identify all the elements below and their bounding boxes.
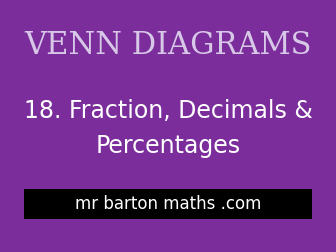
- Text: VENN DIAGRAMS: VENN DIAGRAMS: [24, 30, 312, 61]
- Text: 18. Fraction, Decimals &: 18. Fraction, Decimals &: [24, 99, 312, 123]
- Text: Percentages: Percentages: [95, 134, 241, 158]
- Text: mr barton maths .com: mr barton maths .com: [75, 195, 261, 213]
- FancyBboxPatch shape: [24, 189, 312, 219]
